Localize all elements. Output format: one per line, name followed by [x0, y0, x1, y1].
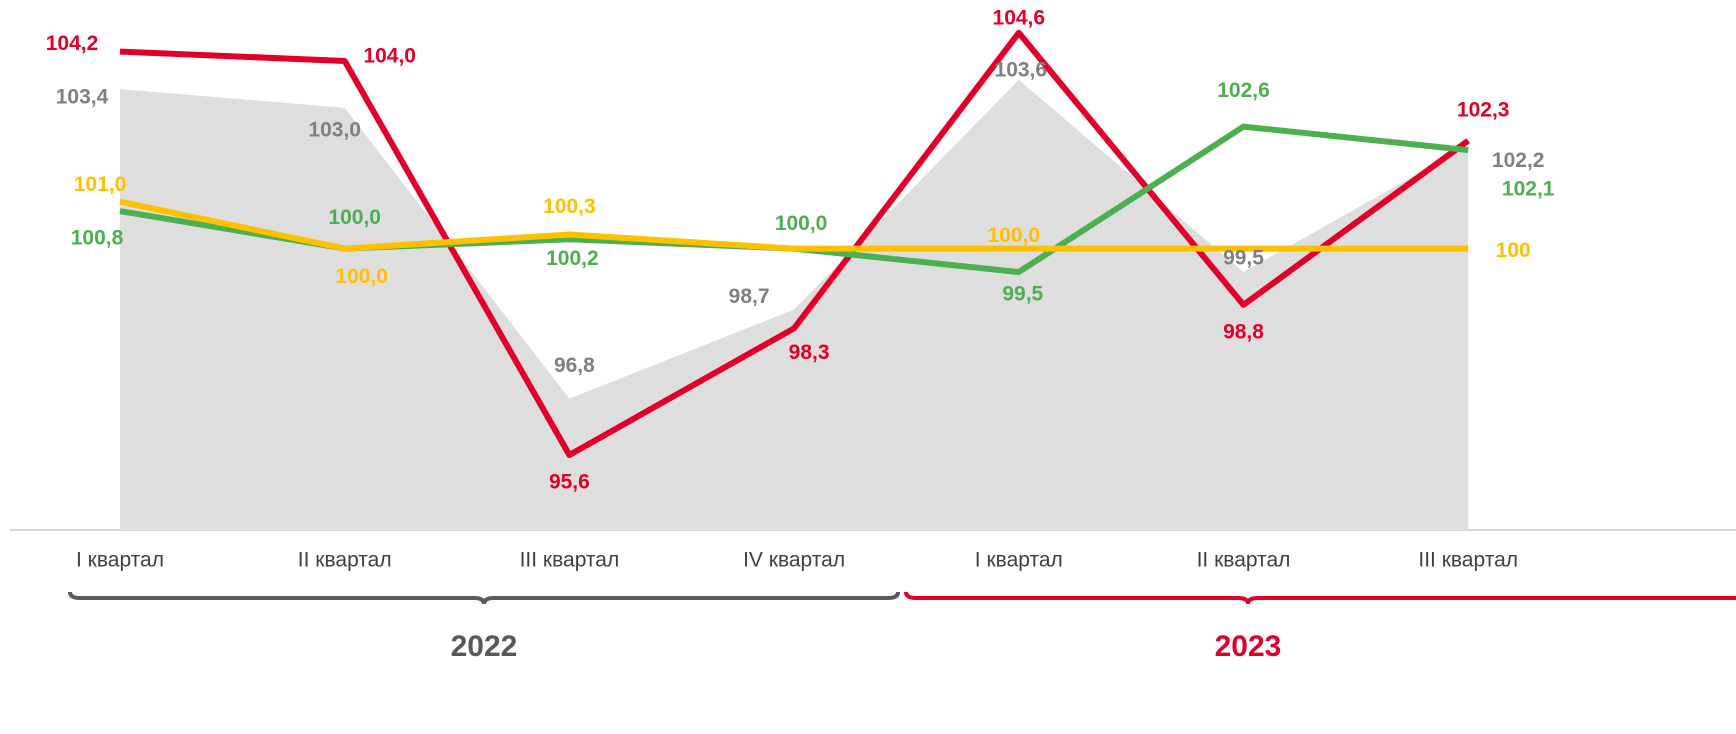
- x-tick-label: I квартал: [76, 549, 164, 572]
- value-label: 98,7: [729, 285, 770, 308]
- group-label: 2022: [451, 630, 518, 663]
- value-label: 99,5: [1223, 247, 1264, 270]
- x-tick-label: II квартал: [1197, 549, 1291, 572]
- value-label: 103,4: [56, 86, 109, 109]
- value-label: 100,0: [775, 212, 828, 235]
- value-label: 104,2: [46, 32, 99, 55]
- value-label: 95,6: [549, 471, 590, 494]
- value-label: 100,0: [335, 265, 388, 288]
- x-tick-label: IV квартал: [743, 549, 845, 572]
- value-label: 98,3: [789, 341, 830, 364]
- value-label: 96,8: [554, 354, 595, 377]
- bracket-2023: [904, 591, 1736, 605]
- value-label: 102,1: [1502, 178, 1555, 201]
- value-label: 102,2: [1492, 149, 1545, 172]
- x-tick-label: III квартал: [520, 549, 620, 572]
- value-label: 103,6: [995, 58, 1048, 81]
- value-label: 104,0: [363, 45, 416, 68]
- value-label: 102,3: [1457, 98, 1510, 121]
- value-label: 100,2: [546, 247, 599, 270]
- value-label: 100,0: [328, 206, 381, 229]
- value-label: 99,5: [1002, 283, 1043, 306]
- value-label: 100,8: [71, 227, 124, 250]
- area: [120, 79, 1469, 531]
- x-tick-label: I квартал: [975, 549, 1063, 572]
- bracket-2022: [68, 591, 900, 605]
- value-label: 100: [1496, 239, 1531, 262]
- value-label: 100,0: [988, 224, 1041, 247]
- line: [119, 198, 1469, 252]
- value-label: 100,3: [543, 195, 596, 218]
- value-label: 102,6: [1217, 79, 1270, 102]
- x-tick-label: III квартал: [1418, 549, 1518, 572]
- value-label: 101,0: [74, 173, 127, 196]
- value-label: 98,8: [1223, 320, 1264, 343]
- value-label: 104,6: [993, 6, 1046, 29]
- x-tick-label: II квартал: [298, 549, 392, 572]
- value-label: 103,0: [308, 118, 361, 141]
- group-label: 2023: [1215, 630, 1282, 663]
- line: [119, 29, 1470, 458]
